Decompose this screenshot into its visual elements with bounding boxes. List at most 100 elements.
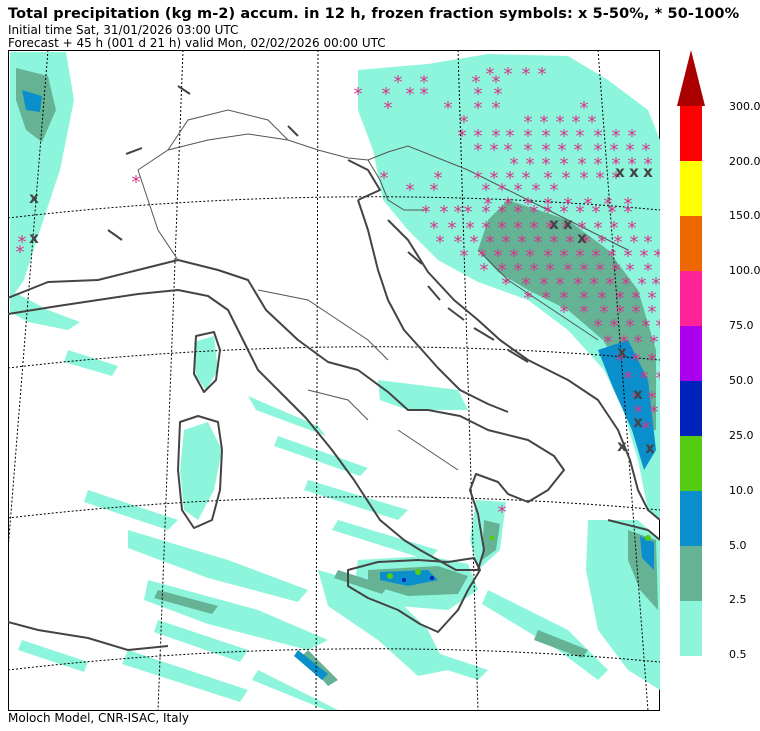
frozen-cross-symbol: x <box>615 163 625 181</box>
frozen-star-symbol: * <box>654 246 661 267</box>
frozen-star-symbol: * <box>550 232 559 253</box>
colorbar-label: 2.5 <box>729 593 747 606</box>
frozen-star-symbol: * <box>648 350 657 371</box>
frozen-star-symbol: * <box>632 302 641 323</box>
frozen-star-symbol: * <box>558 140 567 161</box>
precip-area-northeast-core <box>478 200 656 430</box>
frozen-star-symbol: * <box>594 316 603 337</box>
precip-streak-1 <box>248 396 326 436</box>
precip-band-west <box>10 290 80 330</box>
frozen-star-symbol: * <box>514 202 523 223</box>
frozen-star-symbol: * <box>448 218 457 239</box>
model-credit: Moloch Model, CNR-ISAC, Italy <box>8 711 190 725</box>
border-bosnia <box>477 249 599 341</box>
frozen-star-symbol: * <box>592 202 601 223</box>
frozen-star-symbol: * <box>530 218 539 239</box>
frozen-star-symbol: * <box>522 168 531 189</box>
frozen-star-symbol: * <box>472 72 481 93</box>
frozen-star-symbol: * <box>506 168 515 189</box>
frozen-star-symbol: * <box>610 140 619 161</box>
frozen-star-symbol: * <box>642 316 651 337</box>
colorbar-label: 200.0 <box>729 155 760 168</box>
coastlines <box>8 85 660 651</box>
frozen-star-symbol: * <box>522 64 531 85</box>
frozen-star-symbol: * <box>616 302 625 323</box>
colorbar-label: 300.0 <box>729 100 760 113</box>
frozen-star-symbol: * <box>546 218 555 239</box>
meridian-line <box>597 50 649 711</box>
colorbar-arrow <box>677 50 705 106</box>
frozen-star-symbol: * <box>474 168 483 189</box>
frozen-star-symbol: * <box>544 194 553 215</box>
frozen-star-symbol: * <box>612 168 621 189</box>
frozen-star-symbol: * <box>628 126 637 147</box>
frozen-star-symbol: * <box>436 232 445 253</box>
frozen-star-symbol: * <box>470 232 479 253</box>
frozen-star-symbol: * <box>630 232 639 253</box>
frozen-star-symbol: * <box>504 64 513 85</box>
frozen-star-symbol: * <box>474 98 483 119</box>
frozen-star-symbol: * <box>578 154 587 175</box>
frozen-cross-symbol: x <box>645 439 655 457</box>
frozen-star-symbol: * <box>474 84 483 105</box>
precip-spot-4 <box>645 535 651 541</box>
frozen-star-symbol: * <box>648 302 657 323</box>
precip-area-northwest-peak <box>22 90 42 112</box>
meridian-line <box>8 50 49 551</box>
country-borders <box>137 109 629 471</box>
frozen-star-symbol: * <box>502 232 511 253</box>
precip-streak-11 <box>252 670 338 710</box>
precip-streak-12 <box>392 640 488 680</box>
frozen-star-symbol: * <box>616 288 625 309</box>
frozen-star-symbol: * <box>574 140 583 161</box>
colorbar-label: 25.0 <box>729 429 754 442</box>
frozen-star-symbol: * <box>460 246 469 267</box>
frozen-star-symbol: * <box>502 274 511 295</box>
frozen-star-symbol: * <box>518 232 527 253</box>
forecast-time: Forecast + 45 h (001 d 21 h) valid Mon, … <box>8 36 386 50</box>
colorbar-label: 50.0 <box>729 374 754 387</box>
frozen-star-symbol: * <box>584 194 593 215</box>
frozen-star-symbol: * <box>576 126 585 147</box>
graticule <box>8 50 660 711</box>
frozen-star-symbol: * <box>18 232 27 253</box>
frozen-star-symbol: * <box>524 140 533 161</box>
frozen-star-symbol: * <box>464 202 473 223</box>
frozen-star-symbol: * <box>504 194 513 215</box>
colorbar-band <box>680 216 702 271</box>
frozen-star-symbol: * <box>566 232 575 253</box>
frozen-star-symbol: * <box>544 246 553 267</box>
frozen-star-symbol: * <box>498 218 507 239</box>
precip-streak-14 <box>64 350 118 376</box>
precip-streak-6 <box>84 490 178 530</box>
frozen-star-symbol: * <box>540 112 549 133</box>
frozen-star-symbol: * <box>656 368 661 389</box>
frozen-star-symbol: * <box>574 274 583 295</box>
frozen-star-symbol: * <box>524 126 533 147</box>
frozen-star-symbol: * <box>16 242 25 263</box>
frozen-star-symbol: * <box>486 232 495 253</box>
frozen-star-symbol: * <box>444 98 453 119</box>
colorbar-band <box>680 491 702 546</box>
frozen-star-symbol: * <box>628 154 637 175</box>
frozen-star-symbol: * <box>628 218 637 239</box>
frozen-star-symbol: * <box>524 288 533 309</box>
precip-streak-7 <box>144 580 328 650</box>
frozen-star-symbol: * <box>420 84 429 105</box>
frozen-star-symbol: * <box>572 112 581 133</box>
frozen-star-symbol: * <box>656 316 661 337</box>
frozen-cross-symbol: x <box>633 385 643 403</box>
precip-spot-3 <box>489 535 495 541</box>
frozen-star-symbol: * <box>514 180 523 201</box>
precipitation-field <box>10 52 660 710</box>
frozen-star-symbol: * <box>498 202 507 223</box>
frozen-star-symbol: * <box>594 218 603 239</box>
frozen-star-symbol: * <box>420 72 429 93</box>
parallel-line <box>8 346 660 369</box>
frozen-star-symbol: * <box>604 194 613 215</box>
frozen-star-symbol: * <box>474 140 483 161</box>
precipitation-map: * * * ** * * ** * * * * ** * * * ** * * * * ** * * * * * * * * * ** * * *… <box>8 50 660 711</box>
frozen-star-symbol: * <box>434 168 443 189</box>
frozen-star-symbol: * <box>638 274 647 295</box>
frozen-cross-symbol: x <box>29 229 39 247</box>
